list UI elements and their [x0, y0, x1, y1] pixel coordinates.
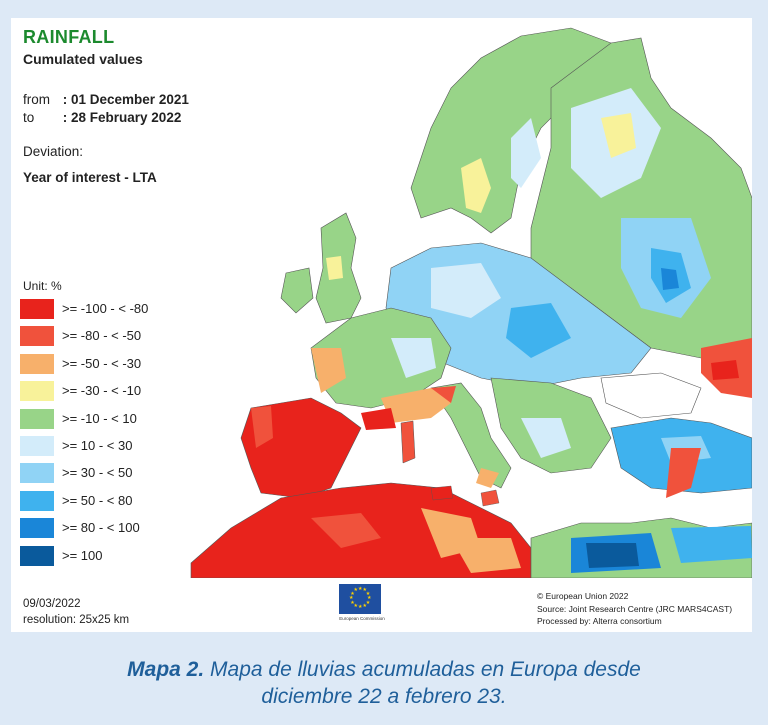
legend-swatch: [20, 408, 54, 429]
legend-label: >= -10 - < 10: [62, 410, 137, 426]
logo-text: European Commission: [339, 616, 385, 621]
legend-swatch: [20, 435, 54, 456]
star-icon: ★: [362, 602, 367, 609]
legend-label: >= -50 - < -30: [62, 355, 142, 371]
map-meta: 09/03/2022 resolution: 25x25 km: [23, 596, 129, 628]
legend-label: >= 80 - < 100: [62, 520, 140, 536]
from-value: : 01 December 2021: [62, 92, 189, 107]
star-icon: ★: [350, 599, 355, 606]
credit-line: Source: Joint Research Centre (JRC MARS4…: [537, 603, 733, 614]
legend-label: >= -30 - < -10: [62, 383, 142, 399]
rainfall-map: [11, 27, 752, 632]
from-label: from: [23, 92, 50, 107]
to-label: to: [23, 110, 35, 125]
credit-line: Processed by: Alterra consortium: [537, 616, 662, 626]
legend-label: >= 50 - < 80: [62, 492, 133, 508]
star-icon: ★: [365, 590, 371, 597]
european-commission-logo: ★ ★ ★ ★ ★ ★ ★ ★ ★ ★ ★ ★ European Commission: [339, 580, 393, 628]
caption-text: Mapa de lluvias acumuladas en Europa des…: [204, 658, 641, 681]
star-icon: ★: [367, 595, 372, 601]
legend-swatch: [20, 490, 54, 511]
eu-flag-icon: ★ ★ ★ ★ ★ ★ ★ ★ ★ ★ ★ ★: [339, 584, 381, 614]
legend-label: >= 10 - < 30: [62, 437, 133, 453]
caption-line2: diciembre 22 a febrero 23.: [261, 685, 507, 708]
star-icon: ★: [358, 586, 363, 592]
figure-caption: Mapa 2. Mapa de lluvias acumuladas en Eu…: [0, 656, 768, 710]
star-icon: ★: [349, 595, 354, 601]
star-icon: ★: [362, 587, 367, 594]
caption-prefix: Mapa 2.: [127, 658, 205, 681]
star-icon: ★: [365, 599, 371, 606]
unit-label: Unit: %: [23, 279, 62, 293]
star-icon: ★: [353, 587, 358, 594]
legend-swatch: [20, 353, 54, 374]
legend-swatch: [20, 463, 54, 484]
credits: © European Union 2022 Source: Joint Rese…: [537, 590, 732, 628]
from-row: from : 01 December 2021: [23, 92, 189, 107]
legend-swatch: [20, 518, 54, 539]
legend-label: >= -100 - < -80: [62, 301, 149, 316]
star-icon: ★: [353, 602, 358, 609]
legend-swatch: [20, 545, 54, 566]
legend-swatch: [20, 299, 54, 319]
star-icon: ★: [358, 604, 363, 610]
map-title: RAINFALL: [23, 27, 115, 47]
map-subtitle: Cumulated values: [23, 51, 143, 67]
legend-label: >= -80 - < -50: [62, 328, 142, 344]
map-figure: RAINFALL Cumulated values from : 01 Dece…: [11, 18, 752, 632]
star-icon: ★: [350, 590, 355, 597]
region-italy: [430, 382, 512, 489]
legend-label: >= 30 - < 50: [62, 465, 133, 481]
map-date: 09/03/2022: [23, 598, 81, 610]
to-row: to : 28 February 2022: [23, 110, 181, 125]
legend-label: >= 100: [62, 547, 103, 563]
deviation-label: Deviation:: [23, 144, 84, 159]
legend-swatch: [20, 326, 54, 347]
to-value: : 28 February 2022: [62, 110, 182, 125]
legend-swatch: [20, 381, 54, 402]
credit-line: © European Union 2022: [537, 591, 629, 601]
map-resolution: resolution: 25x25 km: [23, 614, 130, 626]
comparison-label: Year of interest - LTA: [23, 170, 157, 185]
